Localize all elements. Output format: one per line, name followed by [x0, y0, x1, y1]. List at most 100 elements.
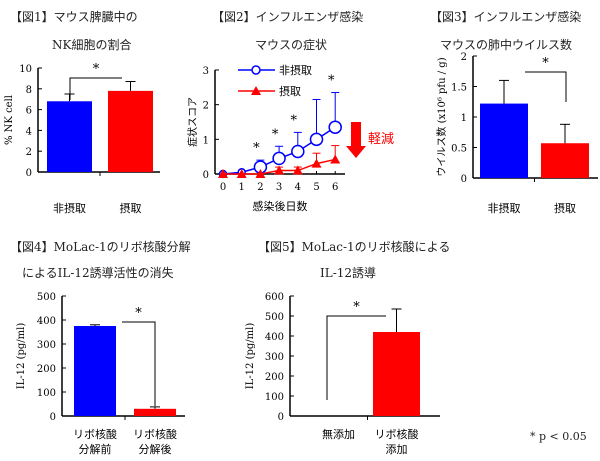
fig3-ytick-label: 1 — [461, 113, 467, 124]
fig4-ytick-label: 0 — [50, 412, 56, 423]
fig5-significance-bracket — [326, 315, 386, 400]
fig2-legend-marker — [251, 86, 261, 95]
fig5-ytick-label: 300 — [265, 352, 284, 363]
fig1-significance-bracket — [69, 77, 122, 100]
fig2-marker — [311, 158, 322, 168]
fig2-marker — [330, 154, 341, 164]
fig3-ytick-label: 0.5 — [451, 144, 467, 155]
fig5-ytick-label: 600 — [265, 292, 284, 303]
fig3-ytick-label: 0 — [461, 174, 467, 185]
fig1-ytick-label: 6 — [26, 106, 32, 117]
fig2-legend-label: 非摂取 — [279, 63, 312, 77]
fig5-title: 【図5】MoLac-1のリボ核酸による — [258, 240, 451, 254]
fig1-category-label: 摂取 — [120, 201, 142, 215]
fig1-ylabel: % NK cell — [4, 95, 15, 145]
fig4-category-label: リボ核酸 — [133, 427, 177, 441]
fig1-ytick-label: 10 — [19, 64, 32, 75]
fig5-category-label: リボ核酸 — [375, 427, 419, 441]
fig2-significance-mark: * — [291, 113, 298, 128]
fig3-significance-mark: * — [542, 56, 549, 71]
fig2-marker — [328, 120, 342, 134]
fig1-ytick-label: 2 — [26, 147, 32, 158]
fig4-ytick-label: 100 — [37, 388, 56, 399]
fig1-subtitle: NK細胞の割合 — [52, 38, 132, 52]
fig5-category-label: 添加 — [386, 442, 408, 456]
fig2-xtick-label: 5 — [313, 182, 319, 193]
fig1-significance-mark: * — [93, 62, 100, 77]
fig2-ytick-label: 3 — [203, 66, 209, 77]
fig4-ytick-label: 200 — [37, 364, 56, 375]
fig4-significance-bracket — [122, 321, 156, 406]
fig4-ytick-label: 400 — [37, 316, 56, 327]
fig2-xtick-label: 0 — [220, 182, 226, 193]
fig1-bar — [108, 90, 153, 172]
fig2-down-arrow-icon — [351, 122, 361, 146]
fig2-legend-label: 摂取 — [279, 84, 301, 98]
fig3-bar — [480, 103, 528, 178]
fig4-category-label: 分解後 — [139, 442, 172, 456]
fig2-marker — [309, 132, 324, 147]
fig2-xtick-label: 4 — [295, 182, 301, 193]
fig4-bar — [134, 408, 176, 416]
fig2-ytick-label: 0 — [203, 170, 209, 181]
fig4-category-label: リボ核酸 — [73, 427, 117, 441]
fig5-ytick-label: 200 — [265, 372, 284, 383]
fig4-category-label: 分解前 — [79, 442, 112, 456]
fig2-marker — [236, 169, 247, 178]
fig2-subtitle: マウスの症状 — [255, 38, 328, 52]
fig1-ytick-label: 0 — [26, 168, 32, 179]
fig3-category-label: 摂取 — [554, 201, 576, 215]
fig2-marker — [218, 169, 228, 178]
fig2-xtick-label: 3 — [276, 182, 282, 193]
fig5-ylabel: IL-12 (pg/ml) — [245, 323, 256, 390]
fig3-ytick-label: 2 — [461, 52, 467, 63]
fig5-category-label: 無添加 — [322, 427, 355, 441]
fig4-title: 【図4】MoLac-1のリボ核酸分解 — [10, 240, 191, 254]
fig2-marker — [255, 169, 266, 178]
fig2-significance-mark: * — [272, 127, 279, 142]
fig2-title: 【図2】インフルエンザ感染 — [212, 10, 364, 24]
fig2-marker — [274, 165, 285, 175]
fig5-bar — [373, 332, 420, 416]
fig5-subtitle: IL-12誘導 — [320, 266, 377, 280]
fig2-legend-marker — [251, 65, 261, 75]
fig1-title: 【図1】マウス脾臓中の — [10, 10, 138, 24]
fig4-ytick-label: 500 — [37, 292, 56, 303]
fig5-ytick-label: 0 — [278, 412, 284, 423]
fig2-ytick-label: 1 — [203, 135, 209, 146]
fig3-bar — [541, 143, 589, 178]
fig3-significance-bracket — [525, 71, 567, 102]
fig2-xtick-label: 2 — [257, 182, 263, 193]
fig2-down-arrow-icon — [346, 146, 366, 158]
fig2-marker — [292, 165, 303, 175]
fig5-ytick-label: 100 — [265, 392, 284, 403]
fig2-ylabel: 症状スコア — [186, 97, 199, 147]
fig1-ytick-label: 4 — [26, 126, 32, 137]
fig2-significance-mark: * — [253, 141, 260, 156]
fig2-xtick-label: 6 — [332, 182, 338, 193]
fig1-ytick-label: 8 — [26, 85, 32, 96]
fig2-significance-mark: * — [328, 74, 335, 89]
footnote: * p < 0.05 — [530, 430, 587, 443]
fig1-bar — [47, 101, 92, 172]
fig4-ytick-label: 300 — [37, 340, 56, 351]
fig4-subtitle: によるIL-12誘導活性の消失 — [22, 266, 174, 280]
fig4-bar — [74, 326, 116, 416]
fig4-ylabel: IL-12 (pg/ml) — [16, 323, 27, 390]
fig2-marker — [291, 144, 305, 159]
fig3-title: 【図3】インフルエンザ感染 — [430, 10, 582, 24]
fig4-significance-mark: * — [135, 306, 142, 321]
fig5-ytick-label: 500 — [265, 312, 284, 323]
fig5-ytick-label: 400 — [265, 332, 284, 343]
fig3-subtitle: マウスの肺中ウイルス数 — [440, 38, 573, 52]
fig3-ytick-label: 1.5 — [451, 83, 467, 94]
fig2-xlabel: 感染後日数 — [253, 199, 308, 213]
fig1-category-label: 非摂取 — [53, 201, 86, 215]
fig5-significance-mark: * — [353, 300, 360, 315]
fig2-annotation: 軽減 — [368, 131, 394, 147]
fig2-ytick-label: 2 — [203, 101, 209, 112]
fig2-xtick-label: 1 — [239, 182, 245, 193]
fig3-ylabel: ウイルス数 (x10⁶ pfu / g) — [435, 57, 448, 176]
